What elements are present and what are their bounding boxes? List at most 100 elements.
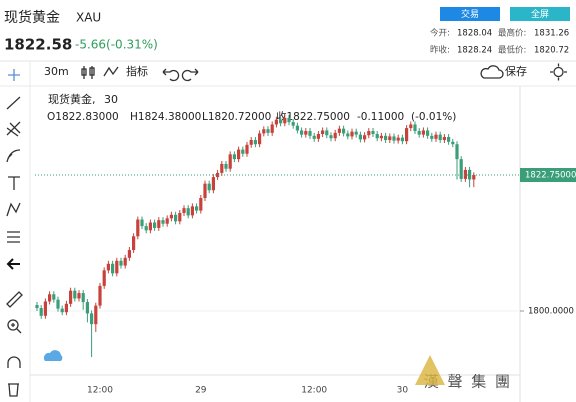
candle-body (211, 177, 215, 191)
candle-body (295, 125, 299, 131)
candle-body (237, 149, 241, 160)
button-bg (440, 7, 500, 21)
delete-tool[interactable] (8, 383, 19, 397)
candle-body (102, 270, 106, 286)
pattern-tool[interactable] (6, 202, 21, 217)
stat-label: 昨收: (430, 45, 450, 56)
candle-body (140, 219, 144, 227)
candle-body (455, 144, 459, 160)
candle-body (35, 305, 39, 309)
candle-body (438, 134, 442, 141)
fullscreen-button[interactable]: 全屏 (510, 7, 570, 21)
cloud-icon (480, 65, 504, 79)
save-button[interactable]: 保存 (505, 64, 527, 78)
candle-body (417, 131, 421, 135)
candle-body (81, 293, 85, 303)
candle-body (371, 131, 375, 135)
back-tool[interactable] (6, 258, 20, 270)
candle-body (73, 290, 77, 299)
chart-style-button[interactable] (81, 66, 95, 79)
candle-body (207, 183, 211, 191)
price-change: -5.66(-0.31%) (75, 38, 158, 52)
candle-body (253, 140, 257, 145)
ruler-tool[interactable] (6, 291, 23, 308)
candle-body (388, 136, 392, 141)
crosshair-tool[interactable] (8, 69, 20, 81)
candle-body (262, 129, 266, 134)
candle-body (123, 257, 127, 266)
candle-body (447, 137, 451, 142)
zoom-tool[interactable] (7, 319, 19, 331)
candle-body (304, 131, 308, 135)
indicators-button[interactable]: 指标 (126, 64, 148, 78)
trade-button[interactable]: 交易 (440, 7, 500, 21)
brush-tool[interactable] (6, 149, 21, 163)
candle-body (312, 135, 316, 139)
stat-value: 1828.24 (457, 46, 492, 56)
candle-body (266, 129, 270, 133)
undo-button[interactable] (162, 68, 180, 82)
candle-body (249, 140, 253, 145)
candle-body (392, 136, 396, 141)
instrument-title: 现货黄金 (4, 9, 60, 26)
candle-body (409, 124, 413, 129)
magnet-tool[interactable] (7, 356, 21, 368)
candle-body (333, 132, 337, 139)
drawing-tools (6, 69, 23, 397)
candle-body (241, 149, 245, 154)
trendline-tool[interactable] (6, 96, 21, 110)
candle-body (421, 130, 425, 135)
candle-body (98, 285, 102, 306)
stat-value: 1820.72 (534, 46, 569, 56)
candle-body (216, 172, 220, 178)
candle-body (39, 308, 43, 316)
candle-body (367, 131, 371, 136)
fib-tool[interactable] (6, 121, 21, 137)
candle-body (182, 208, 186, 213)
y-tick-label: 1800.0000 (528, 307, 574, 317)
candle-body (56, 299, 60, 309)
legend-open: O1822.83000 (47, 111, 119, 123)
candle-body (132, 236, 136, 251)
candle-body (43, 301, 47, 316)
legend-change: -0.11000 (357, 111, 404, 123)
x-tick-label: 12:00 (87, 386, 113, 396)
candle-body (337, 128, 341, 133)
candle-body (363, 135, 367, 140)
candle-body (279, 119, 283, 124)
candle-body (64, 303, 68, 313)
last-price-label: 1822.75000 (525, 170, 576, 180)
candle-body (85, 302, 89, 314)
candle-body (94, 305, 98, 325)
candle-body (161, 220, 165, 224)
stat-label: 今开: (430, 28, 450, 39)
candle-body (224, 163, 228, 169)
candle-body (195, 206, 199, 211)
candle-body (274, 119, 278, 125)
settings-button[interactable] (550, 63, 567, 81)
logo-mark (415, 355, 445, 385)
candle-body (52, 294, 56, 300)
candle-body (136, 219, 140, 237)
prediction-tool[interactable] (7, 231, 20, 243)
candle-body (127, 250, 131, 258)
button-label: 交易 (461, 8, 479, 20)
button-label: 全屏 (531, 8, 549, 20)
candle-body (405, 128, 409, 142)
interval-button[interactable]: 30m (44, 65, 69, 78)
candle-body (375, 134, 379, 139)
legend-low: L1820.72000 (202, 111, 271, 123)
candle-body (325, 130, 329, 136)
candle-body (379, 135, 383, 139)
candle-body (300, 130, 304, 135)
watermark: 漢 聲 集 團 (424, 373, 512, 391)
candle-body (400, 137, 404, 142)
candle-body (245, 144, 249, 154)
candle-body (106, 263, 110, 271)
candle-body (169, 214, 173, 219)
candle-body (270, 124, 274, 133)
text-tool[interactable] (8, 176, 20, 190)
redo-button[interactable] (181, 68, 199, 82)
price: 1822.58 (4, 36, 72, 54)
legend-high: H1824.38000 (130, 111, 201, 123)
